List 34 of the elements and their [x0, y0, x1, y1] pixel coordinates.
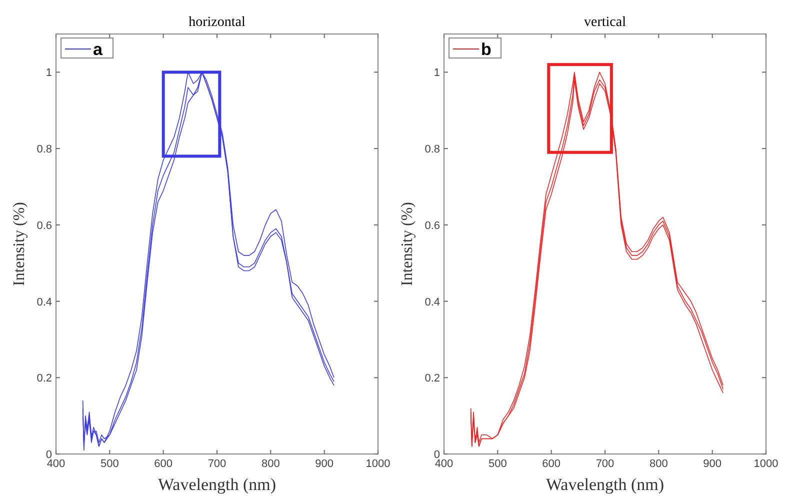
x-axis-title: Wavelength (nm): [546, 475, 664, 494]
x-tick-label: 600: [154, 458, 173, 470]
y-tick-label: 0.4: [424, 296, 440, 308]
y-tick-label: 0.8: [36, 144, 52, 156]
chart-title: horizontal: [188, 15, 246, 30]
y-tick-label: 0.2: [424, 372, 440, 385]
x-tick-label: 800: [261, 458, 280, 470]
x-tick-label: 900: [703, 458, 722, 470]
legend-label: b: [481, 40, 492, 59]
y-axis-title: Intensity (%): [399, 202, 416, 286]
x-tick-label: 1000: [754, 458, 778, 470]
x-axis-title: Wavelength (nm): [158, 475, 276, 494]
x-tick-label: 400: [434, 458, 454, 470]
y-tick-label: 0.8: [424, 144, 440, 156]
y-tick-label: 0.2: [36, 372, 52, 385]
y-tick-label: 0.6: [424, 220, 440, 232]
x-tick-label: 900: [315, 458, 334, 470]
y-tick-label: 1: [46, 67, 52, 80]
x-tick-label: 700: [208, 458, 226, 470]
y-tick-label: 0.4: [36, 296, 52, 308]
x-tick-label: 400: [46, 458, 66, 470]
x-tick-label: 700: [596, 458, 614, 470]
x-tick-label: 500: [488, 458, 507, 470]
x-tick-label: 500: [100, 458, 119, 470]
y-axis-title: Intensity (%): [11, 202, 28, 286]
y-tick-label: 1: [434, 67, 440, 80]
x-tick-label: 800: [649, 458, 668, 470]
x-tick-label: 600: [542, 458, 561, 470]
legend-label: a: [93, 40, 103, 59]
y-tick-label: 0: [434, 449, 440, 461]
chart-title: vertical: [584, 15, 626, 30]
x-tick-label: 1000: [366, 458, 390, 470]
y-tick-label: 0.6: [36, 220, 52, 232]
y-tick-label: 0: [46, 449, 52, 461]
